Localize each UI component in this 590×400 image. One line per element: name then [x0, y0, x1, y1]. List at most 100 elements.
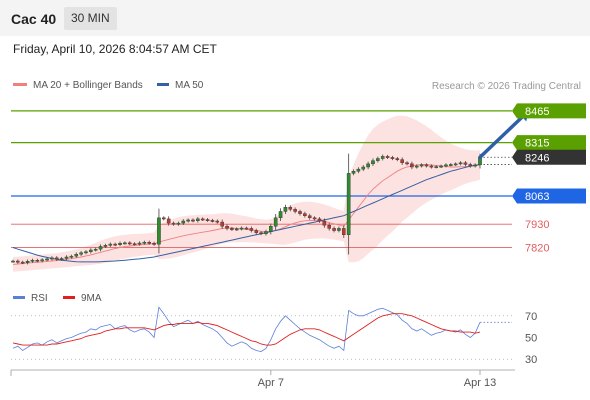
price-candle — [234, 227, 239, 231]
candle-body — [264, 231, 268, 234]
price-candle — [142, 240, 147, 245]
candle-body — [453, 163, 458, 166]
level-tag-8063 — [512, 188, 586, 204]
level-labels-layer: 8465 8315 8246 8063 7930 7820 — [512, 103, 586, 254]
candle-body — [118, 243, 122, 245]
price-candle — [118, 241, 122, 247]
price-candle — [332, 226, 336, 233]
price-candle — [93, 247, 98, 252]
candle-body — [458, 162, 463, 165]
price-candle — [322, 218, 327, 228]
price-candle — [303, 211, 307, 218]
price-candle — [25, 259, 30, 265]
ma50-line — [12, 164, 481, 263]
price-candle — [50, 256, 54, 261]
price-candle — [54, 256, 59, 262]
price-candle — [410, 161, 414, 170]
price-candle — [35, 258, 40, 263]
price-candle — [453, 162, 458, 166]
price-candle — [293, 207, 297, 214]
bollinger-band — [13, 115, 480, 272]
legend-9ma-label: 9MA — [81, 293, 102, 304]
price-candle — [419, 163, 424, 168]
candle-body — [283, 207, 288, 212]
candle-body — [298, 211, 302, 214]
price-candle — [40, 258, 44, 263]
forecast-arrow-shaft — [478, 115, 524, 160]
candle-body — [103, 245, 108, 247]
candle-body — [327, 225, 331, 229]
legend-ma50-label: MA 50 — [175, 80, 204, 91]
price-candle — [254, 228, 259, 235]
legend-9ma: 9MA — [63, 293, 102, 304]
price-candle — [444, 163, 448, 168]
candle-body — [239, 227, 244, 230]
bollinger-band-layer — [13, 115, 480, 272]
candle-body — [273, 217, 278, 227]
price-candle — [312, 216, 317, 221]
candle-body — [93, 248, 98, 251]
candle-body — [259, 232, 263, 235]
candle-body — [371, 160, 375, 165]
level-tag-8465 — [512, 103, 586, 119]
price-candle — [327, 223, 331, 231]
candle-body — [166, 218, 171, 224]
price-candle — [468, 162, 473, 168]
price-candle — [137, 241, 142, 246]
price-candle — [196, 217, 200, 223]
candle-body — [303, 213, 307, 216]
price-candle — [45, 257, 49, 262]
price-candle — [244, 226, 249, 230]
interval-button[interactable]: 30 MIN — [64, 7, 117, 30]
level-label-8246: 8246 — [525, 152, 549, 164]
level-label-8315: 8315 — [525, 138, 549, 150]
price-candle — [186, 218, 190, 223]
candle-body — [449, 164, 453, 166]
candle-body — [152, 243, 156, 245]
candle-body — [230, 228, 234, 230]
price-candle — [307, 213, 312, 220]
copyright-label: Research © 2026 Trading Central — [431, 81, 581, 92]
level-label-8063: 8063 — [525, 191, 549, 203]
rsi-9ma-line — [12, 313, 481, 346]
candle-body — [468, 164, 473, 167]
price-candle — [132, 242, 137, 246]
price-candle — [147, 240, 152, 245]
rsi-tick-50: 50 — [525, 333, 537, 345]
level-tag-8246 — [512, 149, 586, 165]
price-candle — [463, 160, 468, 167]
price-candle — [220, 219, 224, 229]
price-candle — [278, 208, 283, 221]
candle-body — [196, 218, 200, 221]
candle-body — [400, 159, 404, 163]
candle-body — [45, 258, 49, 261]
price-candle — [366, 161, 370, 170]
candle-body — [40, 259, 44, 262]
price-candle — [351, 169, 356, 176]
candle-body — [147, 241, 152, 244]
price-candle — [337, 226, 341, 233]
legend-ma20-label: MA 20 + Bollinger Bands — [33, 80, 143, 91]
candle-body — [176, 222, 181, 225]
price-candle — [98, 244, 103, 252]
rsi-line — [12, 306, 481, 353]
price-candle — [346, 153, 351, 255]
candle-body — [157, 217, 161, 245]
candle-body — [162, 217, 166, 220]
candle-body — [307, 215, 312, 219]
candle-body — [434, 166, 439, 168]
price-candle — [376, 156, 380, 163]
price-candle — [74, 252, 79, 258]
price-candle — [20, 260, 25, 265]
price-candle — [79, 251, 83, 256]
candle-body — [186, 219, 190, 222]
candle-body — [142, 241, 147, 244]
candle-body — [79, 252, 83, 255]
candle-body — [225, 226, 229, 229]
candle-body — [89, 249, 93, 252]
datetime-label: Friday, April 10, 2026 8:04:57 AM CET — [13, 42, 217, 56]
candle-body — [376, 158, 380, 161]
candle-body — [200, 218, 205, 221]
candle-body — [414, 165, 419, 168]
